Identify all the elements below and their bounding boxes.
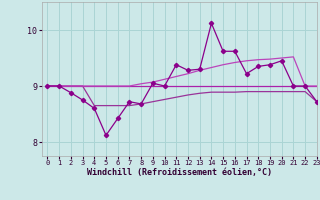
X-axis label: Windchill (Refroidissement éolien,°C): Windchill (Refroidissement éolien,°C): [87, 168, 272, 177]
